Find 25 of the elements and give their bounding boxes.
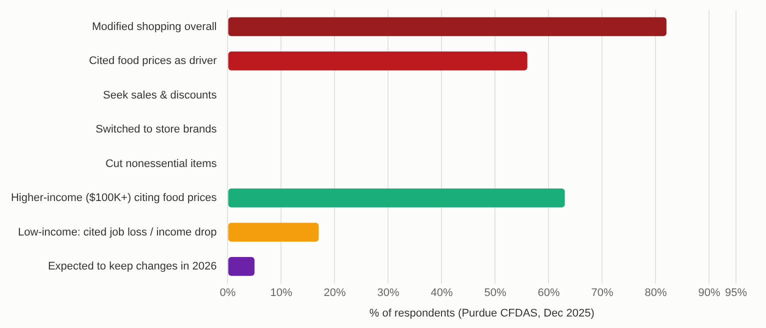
x-tick-label: 50% [484, 287, 506, 300]
x-tick-label: 80% [644, 287, 667, 300]
y-tick-label: Low-income: cited job loss / income drop [18, 226, 217, 238]
y-tick-label: Seek sales & discounts [103, 89, 218, 102]
y-tick-label: Expected to keep changes in 2026 [48, 260, 217, 273]
x-tick-label: 95% [724, 287, 748, 300]
x-tick-label: 0% [220, 287, 236, 300]
x-tick-label: 90% [698, 287, 720, 300]
bar [228, 257, 254, 276]
y-tick-label: Modified shopping overall [92, 20, 217, 33]
bar [228, 188, 565, 208]
x-axis-title: % of respondents (Purdue CFDAS, Dec 2025) [369, 307, 594, 320]
y-tick-label: Cut nonessential items [105, 158, 218, 170]
x-tick-label: 30% [377, 287, 400, 300]
x-tick-label: 20% [324, 287, 346, 300]
x-tick-label: 40% [430, 287, 453, 300]
x-tick-label: 60% [538, 287, 560, 300]
y-tick-label: Higher-income ($100K+) citing food prices [10, 192, 218, 204]
bar [228, 52, 528, 70]
y-tick-label: Switched to store brands [96, 124, 218, 136]
bar [228, 222, 319, 242]
y-tick-label: Cited food prices as driver [88, 55, 218, 68]
x-tick-label: 70% [591, 287, 614, 300]
bar [228, 17, 666, 36]
x-tick-label: 10% [270, 287, 292, 300]
